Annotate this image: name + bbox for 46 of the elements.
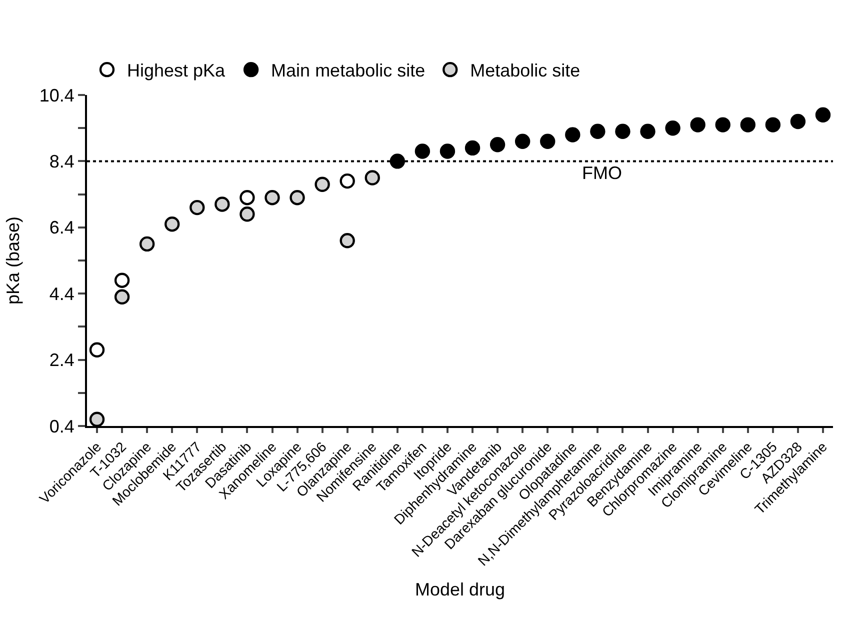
ref-line-label: FMO <box>582 163 622 183</box>
point <box>715 117 730 132</box>
point <box>440 144 456 159</box>
point <box>790 114 806 130</box>
legend-label: Main metabolic site <box>271 60 426 81</box>
point <box>464 140 480 156</box>
x-axis-title: Model drug <box>414 579 506 600</box>
y-tick-label: 8.4 <box>49 152 74 172</box>
y-tick-label: 10.4 <box>39 85 74 106</box>
point <box>615 124 630 140</box>
point <box>565 127 580 142</box>
point <box>89 342 105 358</box>
point <box>765 117 781 132</box>
legend-label: Highest pKa <box>127 60 226 81</box>
point <box>590 124 606 140</box>
point <box>89 412 105 427</box>
point <box>240 190 255 206</box>
y-tick-label: 4.4 <box>49 284 74 304</box>
point <box>240 206 255 222</box>
y-tick-label: 0.4 <box>49 416 74 436</box>
y-tick-label: 2.4 <box>49 350 74 370</box>
point <box>665 120 680 136</box>
y-tick-label: 6.4 <box>49 218 74 238</box>
point <box>340 233 355 248</box>
y-axis-title: pKa (base) <box>3 216 24 305</box>
point <box>690 117 706 132</box>
point <box>114 272 130 288</box>
point <box>214 196 230 212</box>
point <box>340 173 355 189</box>
point <box>290 190 305 206</box>
point <box>640 124 656 140</box>
point <box>264 190 280 206</box>
point <box>540 134 556 149</box>
legend-label: Metabolic site <box>470 60 580 81</box>
point <box>514 134 530 149</box>
point <box>740 117 756 132</box>
point <box>314 176 330 192</box>
point <box>190 200 205 216</box>
point <box>364 170 380 186</box>
point <box>164 216 180 232</box>
point <box>114 289 130 305</box>
point <box>390 154 406 169</box>
point <box>490 137 506 152</box>
point <box>815 107 831 122</box>
point <box>139 236 155 252</box>
point <box>414 144 430 159</box>
